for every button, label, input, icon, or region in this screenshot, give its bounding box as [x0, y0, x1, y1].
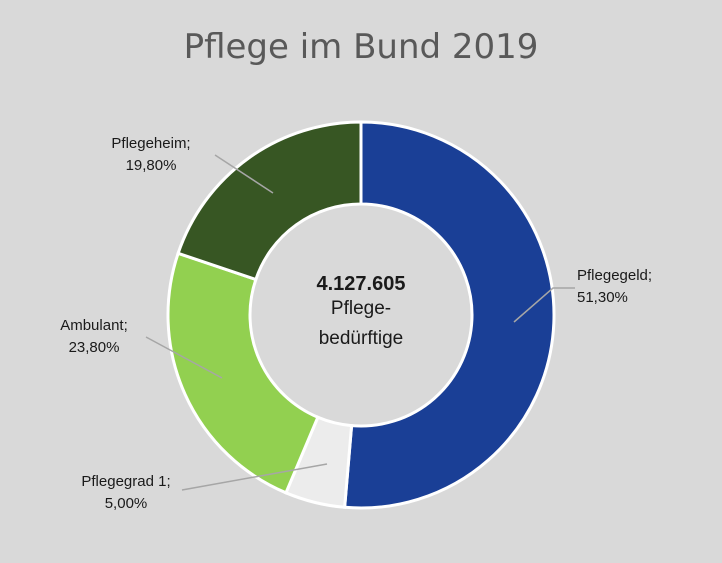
leader-line	[181, 463, 328, 491]
slice-label-value: 51,30%	[577, 289, 628, 306]
slice-label-value: 5,00%	[105, 495, 148, 512]
slice-label-name: Pflegegrad 1;	[81, 473, 170, 490]
chart-title: Pflege im Bund 2019	[184, 27, 539, 67]
slice-labels-group: Pflegegeld; 51,30% Pflegegrad 1; 5,00% Ambul…	[60, 135, 652, 512]
slice-label-name: Ambulant;	[60, 317, 128, 334]
donut-slice-pflegegeld	[343, 120, 556, 510]
donut-slice-ambulant	[166, 251, 320, 495]
donut-slice-pflegeheim	[176, 120, 363, 282]
leader-line	[214, 154, 274, 194]
slice-label-value: 23,80%	[69, 339, 120, 356]
slice-label-name: Pflegegeld;	[577, 267, 652, 284]
slice-label: Pflegegeld; 51,30%	[577, 267, 652, 306]
slices-group	[166, 120, 556, 510]
center-value: 4.127.605	[317, 273, 406, 295]
leader-line	[513, 287, 575, 323]
slice-label: Pflegegrad 1; 5,00%	[81, 473, 170, 512]
leader-line	[145, 336, 223, 379]
slice-label-value: 19,80%	[126, 157, 177, 174]
slice-label: Pflegeheim; 19,80%	[111, 135, 190, 174]
slice-label-name: Pflegeheim;	[111, 135, 190, 152]
center-text-line-1: Pflege-	[331, 298, 391, 319]
leader-lines-group	[145, 154, 575, 491]
center-text-line-2: bedürftige	[319, 328, 404, 349]
slice-label: Ambulant; 23,80%	[60, 317, 128, 356]
